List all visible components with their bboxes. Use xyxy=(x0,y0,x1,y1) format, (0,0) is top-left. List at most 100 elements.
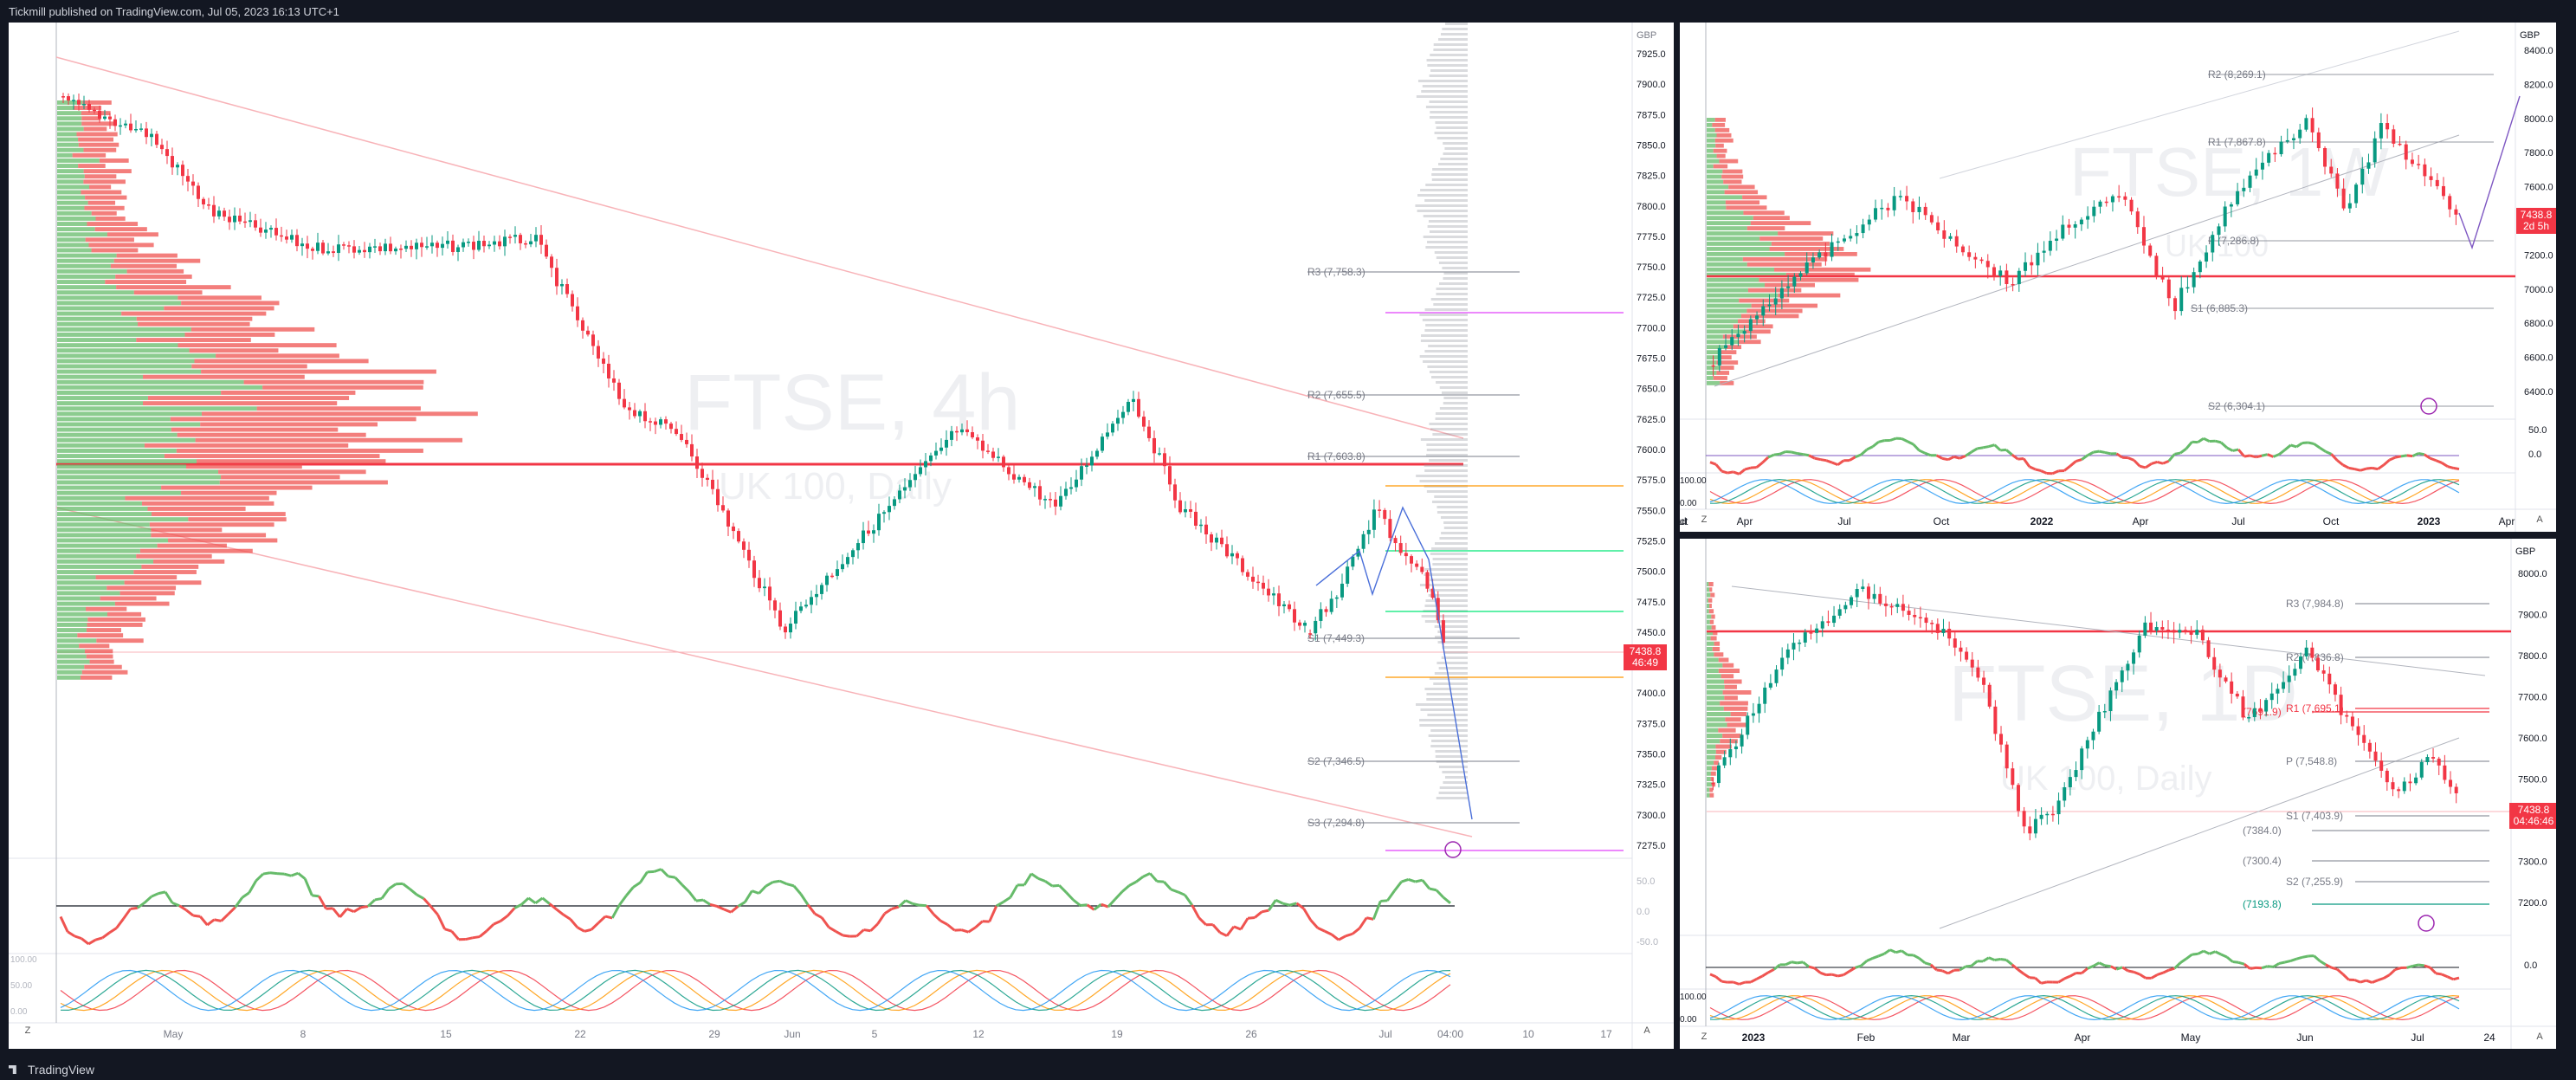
weekly-volume-profile-bar-down xyxy=(1725,345,1742,350)
main-volume-profile-bar-up xyxy=(57,316,137,321)
weekly-zoom-button[interactable]: Z xyxy=(1701,514,1708,525)
main-candle xyxy=(914,474,917,481)
main-session-volume-bar xyxy=(1436,662,1468,664)
main-volume-profile-bar-down xyxy=(84,205,125,210)
daily-candle xyxy=(1999,734,2004,745)
main-zoom-button[interactable]: Z xyxy=(24,1025,31,1036)
main-session-volume-bar xyxy=(1436,256,1468,259)
main-rsi-line xyxy=(590,922,600,931)
main-candle xyxy=(420,243,423,248)
main-candle xyxy=(145,128,148,138)
daily-candle xyxy=(1935,624,1940,633)
weekly-volume-profile-bar-down xyxy=(1716,360,1739,365)
daily-volume-profile-bar-up xyxy=(1707,582,1709,586)
weekly-candle xyxy=(2185,287,2190,289)
daily-rsi-line xyxy=(2418,963,2424,967)
weekly-rsi-line xyxy=(2261,453,2269,457)
weekly-candle xyxy=(2179,288,2184,312)
daily-chart-panel[interactable]: FTSE, 1D UK 100, Daily GBP 8000.0 7900.0 7800… xyxy=(1680,539,2556,1049)
daily-candle xyxy=(1965,651,1969,660)
weekly-volume-profile-bar-down xyxy=(1739,298,1790,303)
main-volume-profile-bar-up xyxy=(57,406,257,411)
daily-pivot-label: (7384.0) xyxy=(2243,825,2282,837)
main-session-volume-bar xyxy=(1427,365,1468,368)
main-candle xyxy=(456,247,460,252)
main-candle xyxy=(399,249,403,250)
weekly-volume-profile-bar-up xyxy=(1707,190,1725,195)
weekly-candle xyxy=(2154,255,2159,276)
main-time-label: 22 xyxy=(574,1028,586,1040)
main-session-volume-bar xyxy=(1441,656,1468,659)
main-candle xyxy=(955,430,959,433)
weekly-candle xyxy=(2141,227,2146,246)
main-rsi-line xyxy=(835,930,844,937)
main-volume-profile-bar-up xyxy=(57,258,114,263)
weekly-pivot-label: R2 (8,269.1) xyxy=(2208,68,2266,81)
weekly-volume-profile-bar-down xyxy=(1715,143,1724,148)
main-candle xyxy=(976,437,979,441)
weekly-candle xyxy=(2086,216,2090,220)
daily_chart-price-label: 7500.0 xyxy=(2518,775,2547,786)
daily-volume-profile-bar-up xyxy=(1707,706,1724,711)
main-volume-profile-bar-down xyxy=(221,391,356,395)
weekly-volume-profile-bar-down xyxy=(1738,340,1761,345)
main-rsi-line xyxy=(681,883,690,893)
main-rsi-line xyxy=(883,908,893,915)
main-rsi-line xyxy=(1338,934,1346,941)
weekly-chart-panel[interactable]: FTSE, 1W UK 100 GBP 8400.0 8200.0 8000.0 7800.… xyxy=(1680,23,2556,532)
main-session-volume-bar xyxy=(1438,792,1468,794)
main-auto-scale-button[interactable]: A xyxy=(1643,1025,1650,1036)
daily-volume-profile-bar-down xyxy=(1710,592,1715,598)
main-rsi-line xyxy=(283,872,292,877)
daily-volume-profile-bar-up xyxy=(1707,734,1723,738)
main-session-volume-bar xyxy=(1436,511,1468,514)
main-rsi-line xyxy=(1177,890,1186,896)
main-chart-panel[interactable]: FTSE, 4h UK 100, Daily GBP 7925.0 7900.0 7875… xyxy=(9,23,1674,1049)
main-volume-profile-bar-down xyxy=(89,184,112,190)
weekly-candle xyxy=(1967,252,1972,257)
main-candle xyxy=(716,488,720,506)
daily-volume-profile-bar-down xyxy=(1722,734,1741,738)
daily-candle xyxy=(1924,618,1928,624)
main-volume-profile-bar-up xyxy=(57,638,97,643)
tradingview-brand[interactable]: TradingView xyxy=(9,1063,94,1077)
daily-zoom-button[interactable]: Z xyxy=(1701,1031,1708,1042)
weekly-volume-profile-bar-up xyxy=(1707,143,1716,148)
weekly-volume-profile-bar-up xyxy=(1707,153,1717,158)
daily-volume-profile-bar-up xyxy=(1707,625,1712,630)
daily-rsi-line xyxy=(2429,967,2437,974)
weekly-auto-scale-button[interactable]: A xyxy=(2536,514,2543,525)
daily-candle xyxy=(2241,696,2245,718)
weekly_chart-price-label: 8000.0 xyxy=(2524,114,2553,125)
main-volume-profile-bar-down xyxy=(105,280,187,284)
weekly-rsi-line xyxy=(2145,462,2153,469)
main-candle xyxy=(1199,524,1203,527)
daily-volume-profile-bar-up xyxy=(1707,749,1716,754)
main-candle xyxy=(664,419,668,424)
main-candle xyxy=(591,334,595,346)
daily-time-label: Jul xyxy=(2411,1031,2424,1044)
main-alert-icon xyxy=(1444,841,1462,858)
main-candle xyxy=(1116,417,1120,424)
main-candle xyxy=(1033,486,1036,488)
daily-candle xyxy=(1837,609,1842,616)
main-rsi-line xyxy=(562,913,571,921)
main_chart-price-label: 7400.0 xyxy=(1637,689,1666,699)
weekly-rsi-line xyxy=(2115,452,2123,459)
daily-volume-profile-bar-down xyxy=(1720,701,1748,706)
weekly-rsi-line xyxy=(2098,449,2106,454)
weekly-rsi-line xyxy=(2087,450,2095,457)
weekly-volume-profile-bar-up xyxy=(1707,314,1742,319)
daily-candle xyxy=(1728,749,1733,758)
main-volume-profile-bar-down xyxy=(77,633,124,638)
daily-volume-profile-bar-down xyxy=(1724,695,1738,701)
weekly-candle xyxy=(2310,118,2315,133)
main-rsi-line xyxy=(513,903,522,909)
daily-volume-profile-bar-down xyxy=(1713,631,1718,636)
daily-pivot-label: R2 (7,836.8) xyxy=(2286,651,2344,663)
weekly-volume-profile-bar-up xyxy=(1707,345,1726,350)
daily-auto-scale-button[interactable]: A xyxy=(2536,1031,2543,1042)
